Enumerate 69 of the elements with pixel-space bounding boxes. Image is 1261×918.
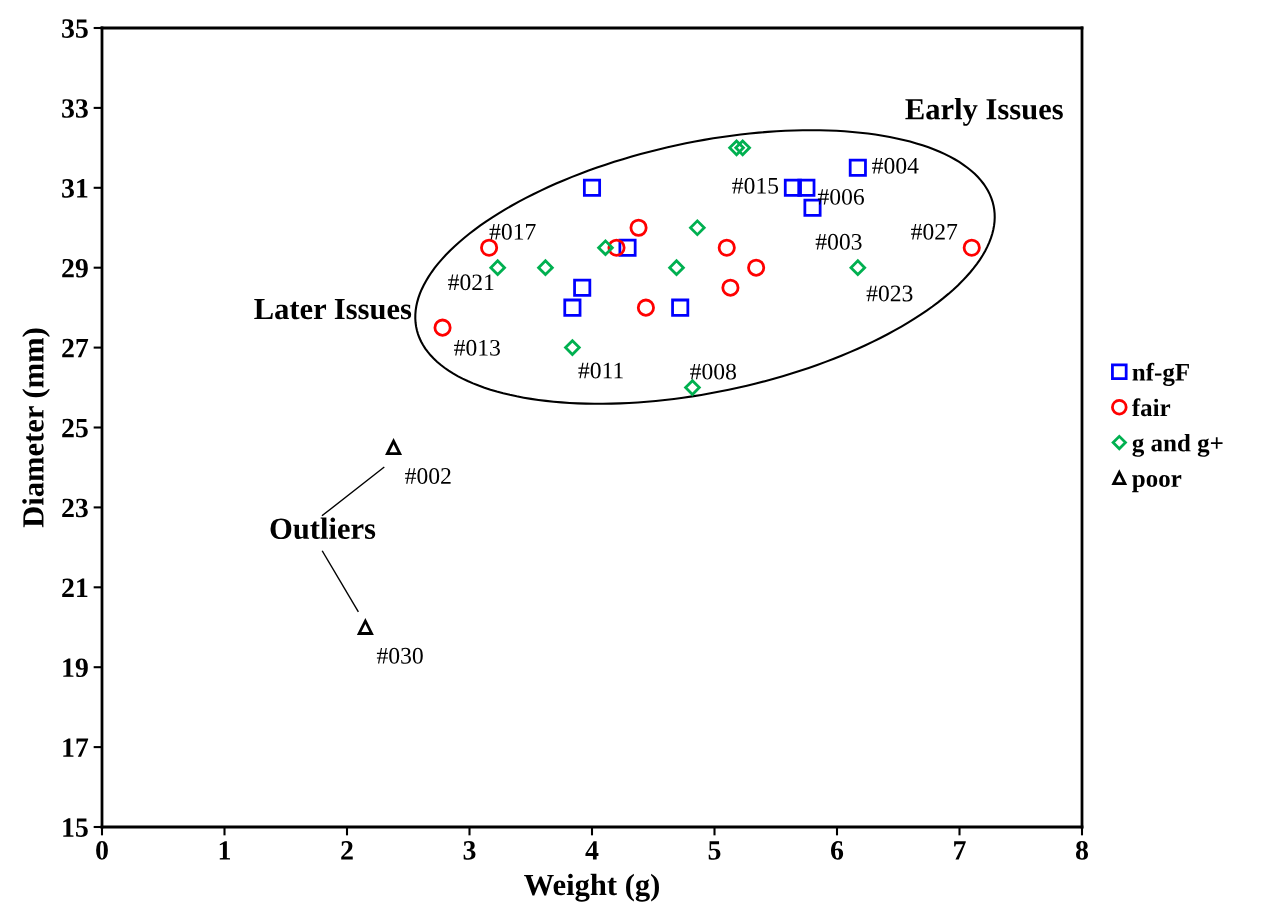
point [849,259,867,276]
x-tick-label: 2 [341,841,353,860]
annotation: #021 [448,274,494,291]
annotation: #015 [732,177,779,194]
y-tick-label: 17 [63,738,89,757]
y-tick-label: 19 [63,658,88,678]
point [357,619,374,635]
point [537,259,554,276]
y-tick-label: 29 [62,258,88,278]
x-tick-label: 5 [708,841,721,860]
legend-label: fair [1131,398,1171,417]
annotation: #008 [690,363,736,380]
point [671,298,690,317]
point [582,178,602,197]
y-tick-label: 23 [62,498,88,518]
point [573,278,592,297]
annotation: #017 [489,223,536,240]
point [433,318,452,337]
annotation: #002 [405,468,451,484]
point [728,139,745,157]
x-tick-label: 8 [1075,841,1089,860]
y-tick-label: 25 [62,418,88,438]
annotation: #027 [911,223,958,240]
annotation: #004 [872,157,919,174]
annotation: #030 [376,647,423,664]
y-axis-title: Diameter (mm) [22,328,50,528]
point [797,178,816,197]
annotation: Outliers [270,517,376,540]
x-tick-label: 3 [463,841,476,860]
point [668,259,685,276]
point [747,258,766,277]
point [734,139,751,157]
annotation: #003 [815,233,862,250]
point [564,339,581,356]
x-tick-label: 6 [831,841,844,860]
point [489,259,506,276]
legend-label: g and g+ [1132,433,1223,457]
point [597,239,614,256]
x-tick-label: 0 [96,841,108,860]
point [783,178,802,197]
point [684,379,701,396]
x-tick-label: 7 [954,841,966,860]
annotation: #013 [454,339,500,356]
legend-label: nf-gF [1132,362,1189,386]
y-tick-label: 27 [62,338,89,358]
point [563,298,582,317]
point [717,238,736,257]
point [962,238,981,257]
y-tick-label: 15 [63,818,88,837]
legend-label: poor [1132,474,1182,493]
point [480,238,499,257]
y-tick-label: 21 [62,578,88,597]
x-tick-label: 1 [219,841,231,860]
point [636,298,655,317]
point [385,439,402,456]
point [848,158,867,177]
y-tick-label: 31 [62,179,88,198]
annotation: #023 [866,285,913,302]
annotation: Later Issues [254,298,412,320]
annotation: Early Issues [905,98,1063,126]
annotation: #006 [817,188,864,205]
point [721,278,740,297]
y-tick-label: 33 [62,99,88,118]
point [689,219,706,237]
x-axis-title: Weight (g) [524,873,659,902]
x-tick-label: 4 [585,841,599,860]
y-tick-label: 35 [62,19,88,38]
annotation: #011 [578,362,623,379]
point [629,218,648,237]
